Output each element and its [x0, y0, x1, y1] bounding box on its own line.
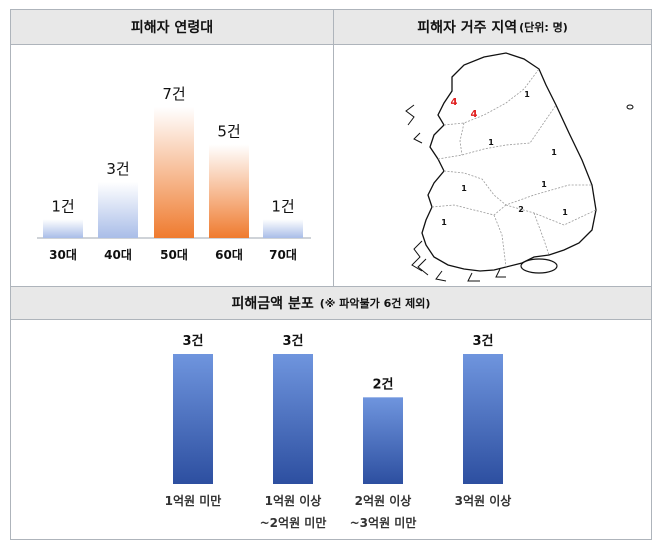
- age-panel-title: 피해자 연령대: [11, 10, 333, 45]
- korea-region-map: 4 4 1 1 1 1 1 2 1 1: [405, 52, 634, 282]
- amount-panel-title: 피해금액 분포 (※ 파악불가 6건 제외): [11, 286, 651, 320]
- region-count-label: 2: [518, 205, 524, 214]
- age-category-label: 30대: [49, 248, 77, 262]
- amount-bar: [363, 397, 403, 484]
- age-bar: [43, 219, 83, 238]
- region-count-label: 4: [451, 97, 458, 108]
- amount-value-label: 3건: [472, 333, 493, 349]
- region-count-label: 1: [441, 218, 447, 227]
- age-category-label: 40대: [104, 248, 132, 262]
- mainland-outline: [421, 52, 597, 272]
- province-borders: [431, 68, 597, 268]
- panel-divider-vertical: [333, 10, 334, 287]
- amount-category-label: 1억원 미만: [165, 493, 222, 508]
- age-value-label: 3건: [106, 160, 129, 178]
- region-count-label: 1: [461, 184, 467, 193]
- age-bar: [98, 181, 138, 238]
- ulleung-island: [626, 104, 634, 110]
- region-count-label: 1: [541, 180, 547, 189]
- region-title-unit: (단위: 명): [519, 21, 568, 34]
- age-category-label: 70대: [269, 248, 297, 262]
- amount-category-label: 1억원 이상 ~2억원 미만: [260, 493, 327, 530]
- jeju-island: [520, 258, 558, 274]
- amount-title-text: 피해금액 분포: [231, 296, 314, 312]
- amount-value-label: 3건: [182, 333, 203, 349]
- amount-bar: [463, 354, 503, 484]
- age-title-text: 피해자 연령대: [130, 20, 214, 36]
- age-value-label: 1건: [51, 197, 74, 215]
- region-count-label: 1: [524, 90, 530, 99]
- age-bar-chart: 1건 30대 3건 40대 7건 50대 5건 60대 1건 70대: [37, 85, 311, 262]
- region-count-label: 1: [562, 208, 568, 217]
- age-value-label: 7건: [162, 85, 185, 103]
- amount-category-label: 2억원 이상 ~3억원 미만: [350, 493, 417, 530]
- amount-bar: [173, 354, 213, 484]
- age-bar: [154, 107, 194, 238]
- amount-value-label: 2건: [372, 376, 393, 392]
- age-category-label: 50대: [160, 248, 188, 262]
- region-count-label: 1: [551, 148, 557, 157]
- age-value-label: 5건: [217, 122, 240, 140]
- age-bar: [209, 144, 249, 238]
- region-title-text: 피해자 거주 지역: [417, 20, 518, 36]
- age-value-label: 1건: [271, 197, 294, 215]
- amount-bar: [273, 354, 313, 484]
- region-panel-title: 피해자 거주 지역 (단위: 명): [334, 10, 651, 45]
- amount-value-label: 3건: [282, 333, 303, 349]
- age-bar: [263, 219, 303, 238]
- coastal-islands: [405, 104, 506, 282]
- age-category-label: 60대: [215, 248, 243, 262]
- amount-bar-chart: 3건 1억원 미만 3건 1억원 이상 ~2억원 미만 2건 2억원 이상 ~3억원 미만 3건…: [165, 333, 512, 530]
- region-count-label: 4: [471, 109, 478, 120]
- amount-title-note: (※ 파악불가 6건 제외): [319, 297, 431, 310]
- region-count-label: 1: [488, 138, 494, 147]
- amount-category-label: 3억원 이상: [455, 493, 512, 508]
